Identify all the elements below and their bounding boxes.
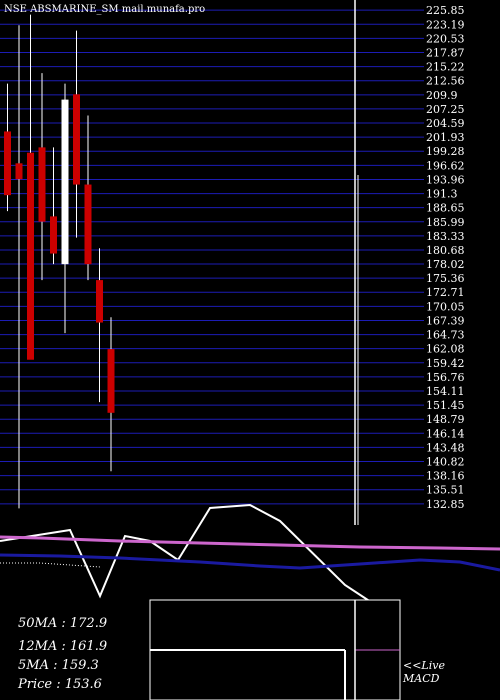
bear-candle [96,280,103,323]
bear-candle [4,131,11,196]
ma5-stat: 5MA : 159.3 [18,658,99,673]
y-tick-label: 170.05 [426,300,465,313]
y-tick-label: 196.62 [426,159,465,172]
y-tick-label: 183.33 [426,230,465,243]
y-tick-label: 146.14 [426,427,465,440]
bear-candle [84,184,92,265]
y-tick-label: 185.99 [426,216,465,229]
y-tick-label: 172.71 [426,286,465,299]
y-tick-label: 204.59 [426,117,465,130]
candles [4,14,115,509]
y-tick-label: 199.28 [426,145,465,158]
bear-candle [107,349,115,413]
y-tick-label: 201.93 [426,131,465,144]
macd-panel: <<Live MACD [149,599,445,700]
ma-line-secondary [0,553,500,572]
y-tick-label: 220.53 [426,32,465,45]
bear-candle [50,216,57,254]
ma12-stat: 12MA : 161.9 [18,639,107,654]
ma-line [0,535,500,551]
y-tick-label: 135.51 [426,484,465,497]
y-tick-label: 215.22 [426,61,465,74]
y-tick-label: 154.11 [426,385,465,398]
y-tick-label: 178.02 [426,258,465,271]
ma50-stat: 50MA : 172.9 [18,616,107,631]
macd-label-macd: MACD [402,672,440,685]
y-tick-label: 175.36 [426,272,465,285]
y-tick-label: 193.96 [426,173,465,186]
y-tick-label: 132.85 [426,498,465,511]
y-tick-label: 207.25 [426,103,465,116]
bear-candle [27,152,34,360]
bear-candle [38,147,46,222]
chart-title: NSE ABSMARINE_SM mail.munafa.pro [4,4,205,15]
y-tick-label: 148.79 [426,413,465,426]
y-tick-label: 225.85 [426,4,465,17]
y-tick-label: 151.45 [426,399,465,412]
bull-candle [61,99,69,265]
y-tick-label: 212.56 [426,75,465,88]
y-tick-label: 191.3 [426,188,458,201]
price-stat: Price : 153.6 [17,677,102,692]
macd-label-live: <<Live [403,659,445,672]
price-grid [0,9,424,505]
bear-candle [73,94,80,185]
y-tick-label: 162.08 [426,343,465,356]
y-tick-label: 164.73 [426,329,465,342]
bear-candle [15,163,23,180]
y-tick-label: 188.65 [426,202,465,215]
y-tick-label: 143.48 [426,441,465,454]
y-tick-label: 159.42 [426,357,465,370]
y-tick-label: 223.19 [426,18,465,31]
y-tick-label: 217.87 [426,47,465,60]
y-tick-label: 140.82 [426,456,465,469]
indicator-panel [0,503,500,609]
y-tick-label: 138.16 [426,470,465,483]
y-tick-label: 167.39 [426,314,465,327]
y-tick-label: 209.9 [426,89,458,102]
y-tick-label: 156.76 [426,371,465,384]
y-tick-label: 180.68 [426,244,465,257]
